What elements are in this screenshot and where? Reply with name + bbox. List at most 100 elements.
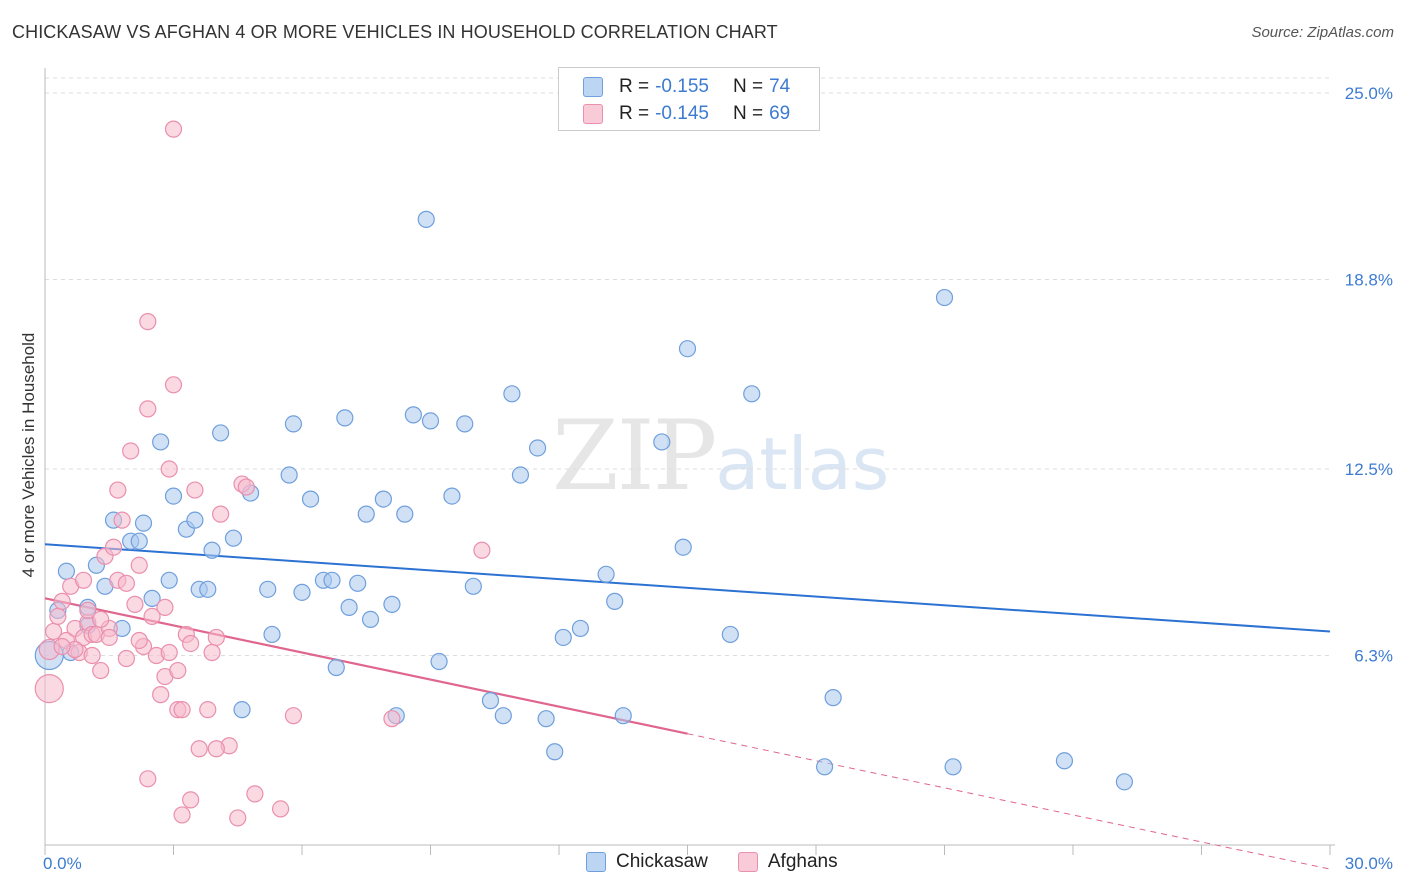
afghans-point <box>383 710 401 728</box>
afghans-point <box>203 643 221 662</box>
afghans-point <box>117 574 135 592</box>
chickasaw-point <box>160 571 178 589</box>
watermark-atlas: atlas <box>715 422 890 506</box>
chickasaw-point <box>503 385 521 403</box>
legend-label-afghans: Afghans <box>767 851 838 872</box>
legend-n-value: 69 <box>769 103 791 124</box>
legend-r-value: -0.145 <box>655 103 709 124</box>
watermark: ZIPatlas <box>552 400 889 512</box>
afghans-point <box>130 631 148 650</box>
afghans-point <box>49 607 67 626</box>
legend-r-value: -0.155 <box>655 76 709 97</box>
legend-row-afghans: R = -0.145 N = 69 <box>583 101 796 127</box>
chickasaw-point <box>678 340 697 358</box>
afghans-point <box>139 770 157 788</box>
chickasaw-point <box>546 743 564 761</box>
afghans-point <box>79 601 97 619</box>
chickasaw-point <box>280 466 298 484</box>
chickasaw-point <box>421 412 440 430</box>
chickasaw-point <box>674 538 692 556</box>
chickasaw-point <box>443 487 461 505</box>
chickasaw-point <box>323 571 341 589</box>
legend-swatch-pink <box>737 852 758 872</box>
chickasaw-point <box>597 565 615 583</box>
afghans-point <box>164 376 183 394</box>
legend-row-chickasaw: R = -0.155 N = 74 <box>583 74 796 100</box>
source-label: Source: ZipAtlas.com <box>1251 24 1394 41</box>
chickasaw-point <box>164 487 183 505</box>
chickasaw-point <box>263 625 281 644</box>
chickasaw-point <box>340 598 358 616</box>
chickasaw-point <box>1055 752 1074 770</box>
chickasaw-point <box>935 288 954 307</box>
afghans-point <box>143 607 161 626</box>
afghans-point <box>53 592 71 610</box>
afghans-point <box>122 442 140 460</box>
chickasaw-point <box>374 490 392 508</box>
chickasaw-point <box>152 433 170 451</box>
legend-item-chickasaw: Chickasaw <box>586 851 708 873</box>
chickasaw-point <box>537 710 555 728</box>
data-points <box>34 120 1134 827</box>
chickasaw-point <box>430 652 448 671</box>
series-legend: Chickasaw Afghans <box>586 851 868 873</box>
afghans-point <box>34 673 64 704</box>
afghans-point <box>212 505 230 523</box>
afghans-point <box>246 785 264 803</box>
afghans-point <box>182 634 200 653</box>
afghans-point <box>207 628 225 647</box>
afghans-trend-extension <box>687 733 1331 870</box>
afghans-point <box>126 595 144 613</box>
legend-n-label: N = <box>732 76 764 97</box>
chickasaw-point <box>824 689 842 707</box>
afghans-point <box>104 538 123 556</box>
chickasaw-point <box>721 625 739 644</box>
y-tick-label: 12.5% <box>1345 460 1393 479</box>
afghans-point <box>156 598 174 616</box>
chickasaw-point <box>203 541 221 559</box>
chickasaw-point <box>571 619 590 638</box>
chickasaw-point <box>554 628 572 647</box>
grid <box>45 77 1330 657</box>
chickasaw-point <box>528 439 547 457</box>
chickasaw-point <box>293 583 311 601</box>
afghans-point <box>182 791 200 809</box>
chickasaw-point <box>233 701 251 719</box>
chickasaw-point <box>815 758 834 776</box>
y-tick-label: 6.3% <box>1354 647 1393 666</box>
chickasaw-point <box>301 490 320 508</box>
legend-n-label: N = <box>732 103 764 124</box>
afghans-point <box>100 628 118 647</box>
watermark-zip: ZIP <box>552 400 717 512</box>
chickasaw-point <box>511 466 530 484</box>
chickasaw-point <box>456 415 474 433</box>
chickasaw-trend-line <box>44 543 1331 633</box>
x-tick-label: 0.0% <box>43 854 82 873</box>
afghans-point <box>83 646 101 665</box>
chickasaw-point <box>143 589 161 607</box>
tick-labels: 6.3% 12.5% 18.8% 25.0% 0.0% 30.0% <box>43 84 1393 873</box>
chickasaw-point <box>417 210 435 228</box>
afghans-point <box>229 809 247 827</box>
chickasaw-point <box>361 610 380 629</box>
afghans-point <box>207 740 225 758</box>
chickasaw-point <box>186 511 204 529</box>
chickasaw-point <box>1115 773 1134 791</box>
legend-swatch-blue <box>583 77 603 97</box>
y-tick-label: 18.8% <box>1345 271 1393 290</box>
afghans-point <box>271 800 290 818</box>
chickasaw-point <box>336 409 354 427</box>
afghans-point <box>139 400 157 418</box>
afghans-point <box>139 313 157 331</box>
x-tick-label: 30.0% <box>1345 854 1393 873</box>
chickasaw-point <box>212 424 230 442</box>
afghans-point <box>284 707 303 725</box>
afghans-point <box>186 481 204 499</box>
afghans-point <box>160 460 178 478</box>
chickasaw-point <box>464 577 482 595</box>
chickasaw-point <box>383 595 401 613</box>
afghans-point <box>53 637 71 656</box>
chickasaw-point <box>327 658 345 677</box>
legend-r-label: R = <box>619 76 650 97</box>
legend-item-afghans: Afghans <box>737 851 838 873</box>
